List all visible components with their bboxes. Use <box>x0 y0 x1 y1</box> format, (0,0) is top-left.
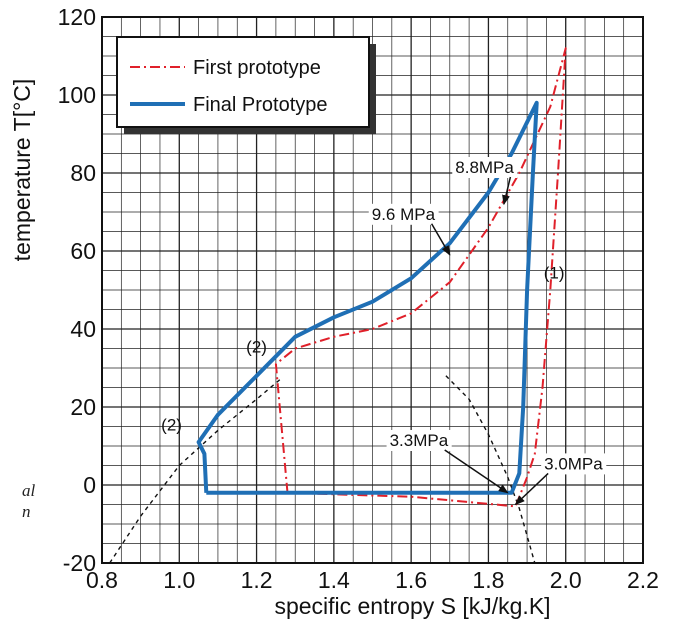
y-tick-label: 40 <box>70 316 96 342</box>
y-tick-label: 100 <box>58 82 96 108</box>
annotation-backdrop <box>541 453 607 475</box>
plot-frame <box>101 16 644 564</box>
annotation-arrow <box>444 449 509 494</box>
x-tick-label: 1.0 <box>163 567 195 593</box>
series-first-prototype <box>274 47 567 508</box>
annotation-arrow <box>514 472 549 506</box>
legend-label-final-prototype: Final Prototype <box>193 94 328 116</box>
y-tick-label: 0 <box>83 472 96 498</box>
saturation-curve-2 <box>109 379 281 564</box>
legend-box <box>116 36 370 128</box>
x-tick-label: 2.0 <box>550 567 582 593</box>
annotation-label: (2) <box>161 415 182 434</box>
legend-label-first-prototype: First prototype <box>193 57 321 79</box>
legend: First prototype Final Prototype <box>116 36 376 134</box>
x-tick-label: 1.2 <box>241 567 273 593</box>
annotations: 8.8MPa 9.6 MPa 3.3MPa 3.0MPa (1) (2) (2) <box>161 157 607 506</box>
annotation-label: (1) <box>544 263 565 282</box>
y-tick-label: 120 <box>58 4 96 30</box>
series-final-prototype <box>196 100 539 495</box>
x-axis: 0.8 1.0 1.2 1.4 1.6 1.8 2.0 2.2 <box>86 567 659 593</box>
x-tick-label: 1.8 <box>472 567 504 593</box>
x-axis-title: specific entropy S [kJ/kg.K] <box>274 593 550 619</box>
x-tick-label: 1.4 <box>318 567 350 593</box>
side-text-2: n <box>22 502 31 521</box>
annotation-label: (2) <box>246 337 267 356</box>
y-tick-label: 20 <box>70 394 96 420</box>
annotation-backdrop <box>368 203 439 225</box>
series-layer <box>109 47 567 564</box>
x-tick-label: 1.6 <box>395 567 427 593</box>
y-axis-title: temperature T[°C] <box>9 79 35 262</box>
y-tick-label: 80 <box>70 160 96 186</box>
annotation-arrow <box>502 176 512 206</box>
annotation-arrow <box>430 223 451 256</box>
y-tick-label: -20 <box>63 550 96 576</box>
saturation-curve-3 <box>445 375 536 564</box>
annotation-label: 3.0MPa <box>544 454 603 473</box>
side-text-1: al <box>22 481 36 500</box>
y-axis: -20 0 20 40 60 80 100 120 <box>58 4 96 576</box>
x-tick-label: 0.8 <box>86 567 118 593</box>
annotation-label: 3.3MPa <box>390 431 449 450</box>
annotation-backdrop <box>452 157 518 178</box>
annotation-label: 9.6 MPa <box>372 205 436 224</box>
annotation-label: 8.8MPa <box>455 158 514 177</box>
y-tick-label: 60 <box>70 238 96 264</box>
x-tick-label: 2.2 <box>627 567 659 593</box>
annotation-backdrop <box>386 430 452 451</box>
